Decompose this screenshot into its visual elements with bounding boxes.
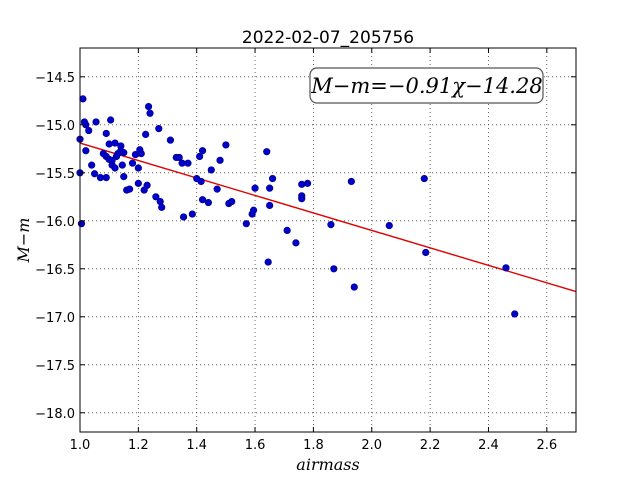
data-point xyxy=(77,220,86,228)
data-point xyxy=(283,226,291,234)
data-point xyxy=(207,166,215,174)
data-point xyxy=(88,161,96,169)
data-point xyxy=(303,179,312,187)
y-tick-label: −14.5 xyxy=(35,71,75,86)
data-point xyxy=(197,177,205,186)
plot-frame xyxy=(79,47,577,433)
x-tick-label: 1.8 xyxy=(303,438,324,453)
data-point xyxy=(292,239,300,247)
fit-annotation: M−m=−0.91χ−14.28 xyxy=(309,67,544,104)
data-point xyxy=(420,174,428,183)
data-point xyxy=(134,179,142,187)
data-point xyxy=(142,130,150,138)
data-point xyxy=(85,126,93,135)
data-point xyxy=(251,184,259,192)
data-point xyxy=(198,147,207,155)
data-point xyxy=(184,159,192,167)
data-point xyxy=(166,136,175,144)
data-point xyxy=(198,196,207,204)
data-point xyxy=(179,213,188,221)
fit-line xyxy=(79,142,577,293)
data-point xyxy=(155,125,163,133)
data-point xyxy=(120,149,128,157)
y-tick-label: −18.0 xyxy=(35,407,75,422)
data-point xyxy=(92,118,100,126)
data-point xyxy=(143,181,151,189)
x-axis-ticks: 1.0 1.2 1.4 1.6 1.8 2.0 2.2 2.4 2.6 xyxy=(70,48,557,453)
y-tick-label: −17.5 xyxy=(35,359,75,374)
data-point xyxy=(222,141,230,149)
y-tick-label: −16.5 xyxy=(35,263,75,278)
x-tick-label: 1.6 xyxy=(245,438,266,453)
data-point xyxy=(250,206,258,214)
data-point xyxy=(350,283,358,291)
data-point xyxy=(263,148,271,156)
data-point xyxy=(79,95,87,103)
data-point xyxy=(144,102,153,111)
data-point xyxy=(298,180,306,188)
x-tick-label: 1.4 xyxy=(186,438,207,453)
annotation-box xyxy=(309,67,544,104)
data-point xyxy=(128,159,137,167)
data-point xyxy=(268,174,277,183)
data-point xyxy=(107,116,115,124)
x-tick-label: 2.4 xyxy=(478,438,499,453)
data-point xyxy=(327,221,335,229)
data-point xyxy=(102,129,110,138)
data-point xyxy=(126,185,134,193)
data-point xyxy=(422,248,430,257)
data-point xyxy=(158,203,166,211)
data-point xyxy=(213,185,221,193)
scatter-points xyxy=(76,95,519,318)
data-point xyxy=(264,258,272,266)
chart-title: 2022-02-07_205756 xyxy=(242,28,414,48)
data-point xyxy=(266,184,274,192)
data-point xyxy=(137,150,145,158)
data-point xyxy=(134,164,142,172)
data-point xyxy=(90,170,99,178)
data-point xyxy=(298,195,306,203)
data-point xyxy=(117,142,125,150)
data-point xyxy=(385,222,393,230)
data-point xyxy=(111,139,119,147)
data-point xyxy=(105,140,113,148)
grid-lines xyxy=(79,48,576,432)
data-point xyxy=(188,210,196,218)
data-point xyxy=(102,174,110,182)
data-point xyxy=(347,177,355,186)
data-point xyxy=(120,173,128,181)
data-point xyxy=(502,264,510,272)
data-point xyxy=(196,152,204,161)
x-tick-label: 1.2 xyxy=(128,438,149,453)
data-point xyxy=(242,220,250,228)
y-axis-label: M−m xyxy=(14,218,33,264)
x-axis-label: airmass xyxy=(296,455,359,474)
x-tick-label: 2.2 xyxy=(420,438,441,453)
data-point xyxy=(146,109,154,117)
x-tick-label: 2.0 xyxy=(361,438,382,453)
y-axis-ticks: −14.5 −15.0 −15.5 −16.0 −16.5 −17.0 −17.5 −18.0 xyxy=(35,71,576,422)
data-point xyxy=(118,161,126,169)
data-point xyxy=(82,147,90,155)
data-point xyxy=(228,198,236,206)
y-tick-label: −16.0 xyxy=(35,215,75,230)
data-point xyxy=(330,265,338,273)
data-point xyxy=(204,198,212,207)
data-point xyxy=(266,201,274,210)
y-tick-label: −15.0 xyxy=(35,119,75,134)
y-tick-label: −15.5 xyxy=(35,167,75,182)
data-point xyxy=(152,193,160,201)
data-point xyxy=(111,164,119,172)
annotation-text: M−m=−0.91χ−14.28 xyxy=(310,74,542,98)
x-tick-label: 1.0 xyxy=(70,438,91,453)
x-tick-label: 2.6 xyxy=(536,438,557,453)
fit-line-layer xyxy=(79,142,577,293)
data-point xyxy=(216,156,224,164)
data-point xyxy=(175,153,183,162)
data-point xyxy=(511,310,519,318)
y-tick-label: −17.0 xyxy=(35,311,75,326)
